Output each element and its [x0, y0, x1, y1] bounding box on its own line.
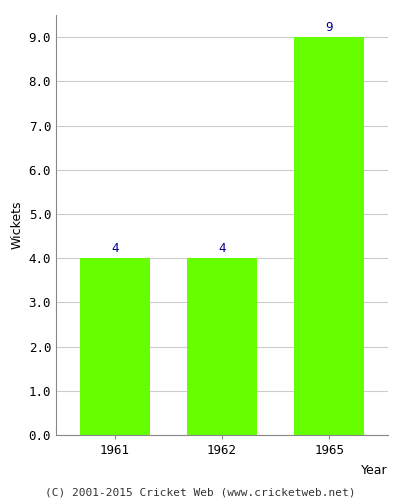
Text: 4: 4 [218, 242, 226, 255]
Text: (C) 2001-2015 Cricket Web (www.cricketweb.net): (C) 2001-2015 Cricket Web (www.cricketwe… [45, 488, 355, 498]
Y-axis label: Wickets: Wickets [10, 200, 23, 249]
Bar [80, 258, 150, 435]
Text: Year: Year [361, 464, 388, 477]
Bar [294, 37, 364, 435]
Text: 4: 4 [111, 242, 119, 255]
Text: 9: 9 [325, 21, 333, 34]
Bar [187, 258, 257, 435]
